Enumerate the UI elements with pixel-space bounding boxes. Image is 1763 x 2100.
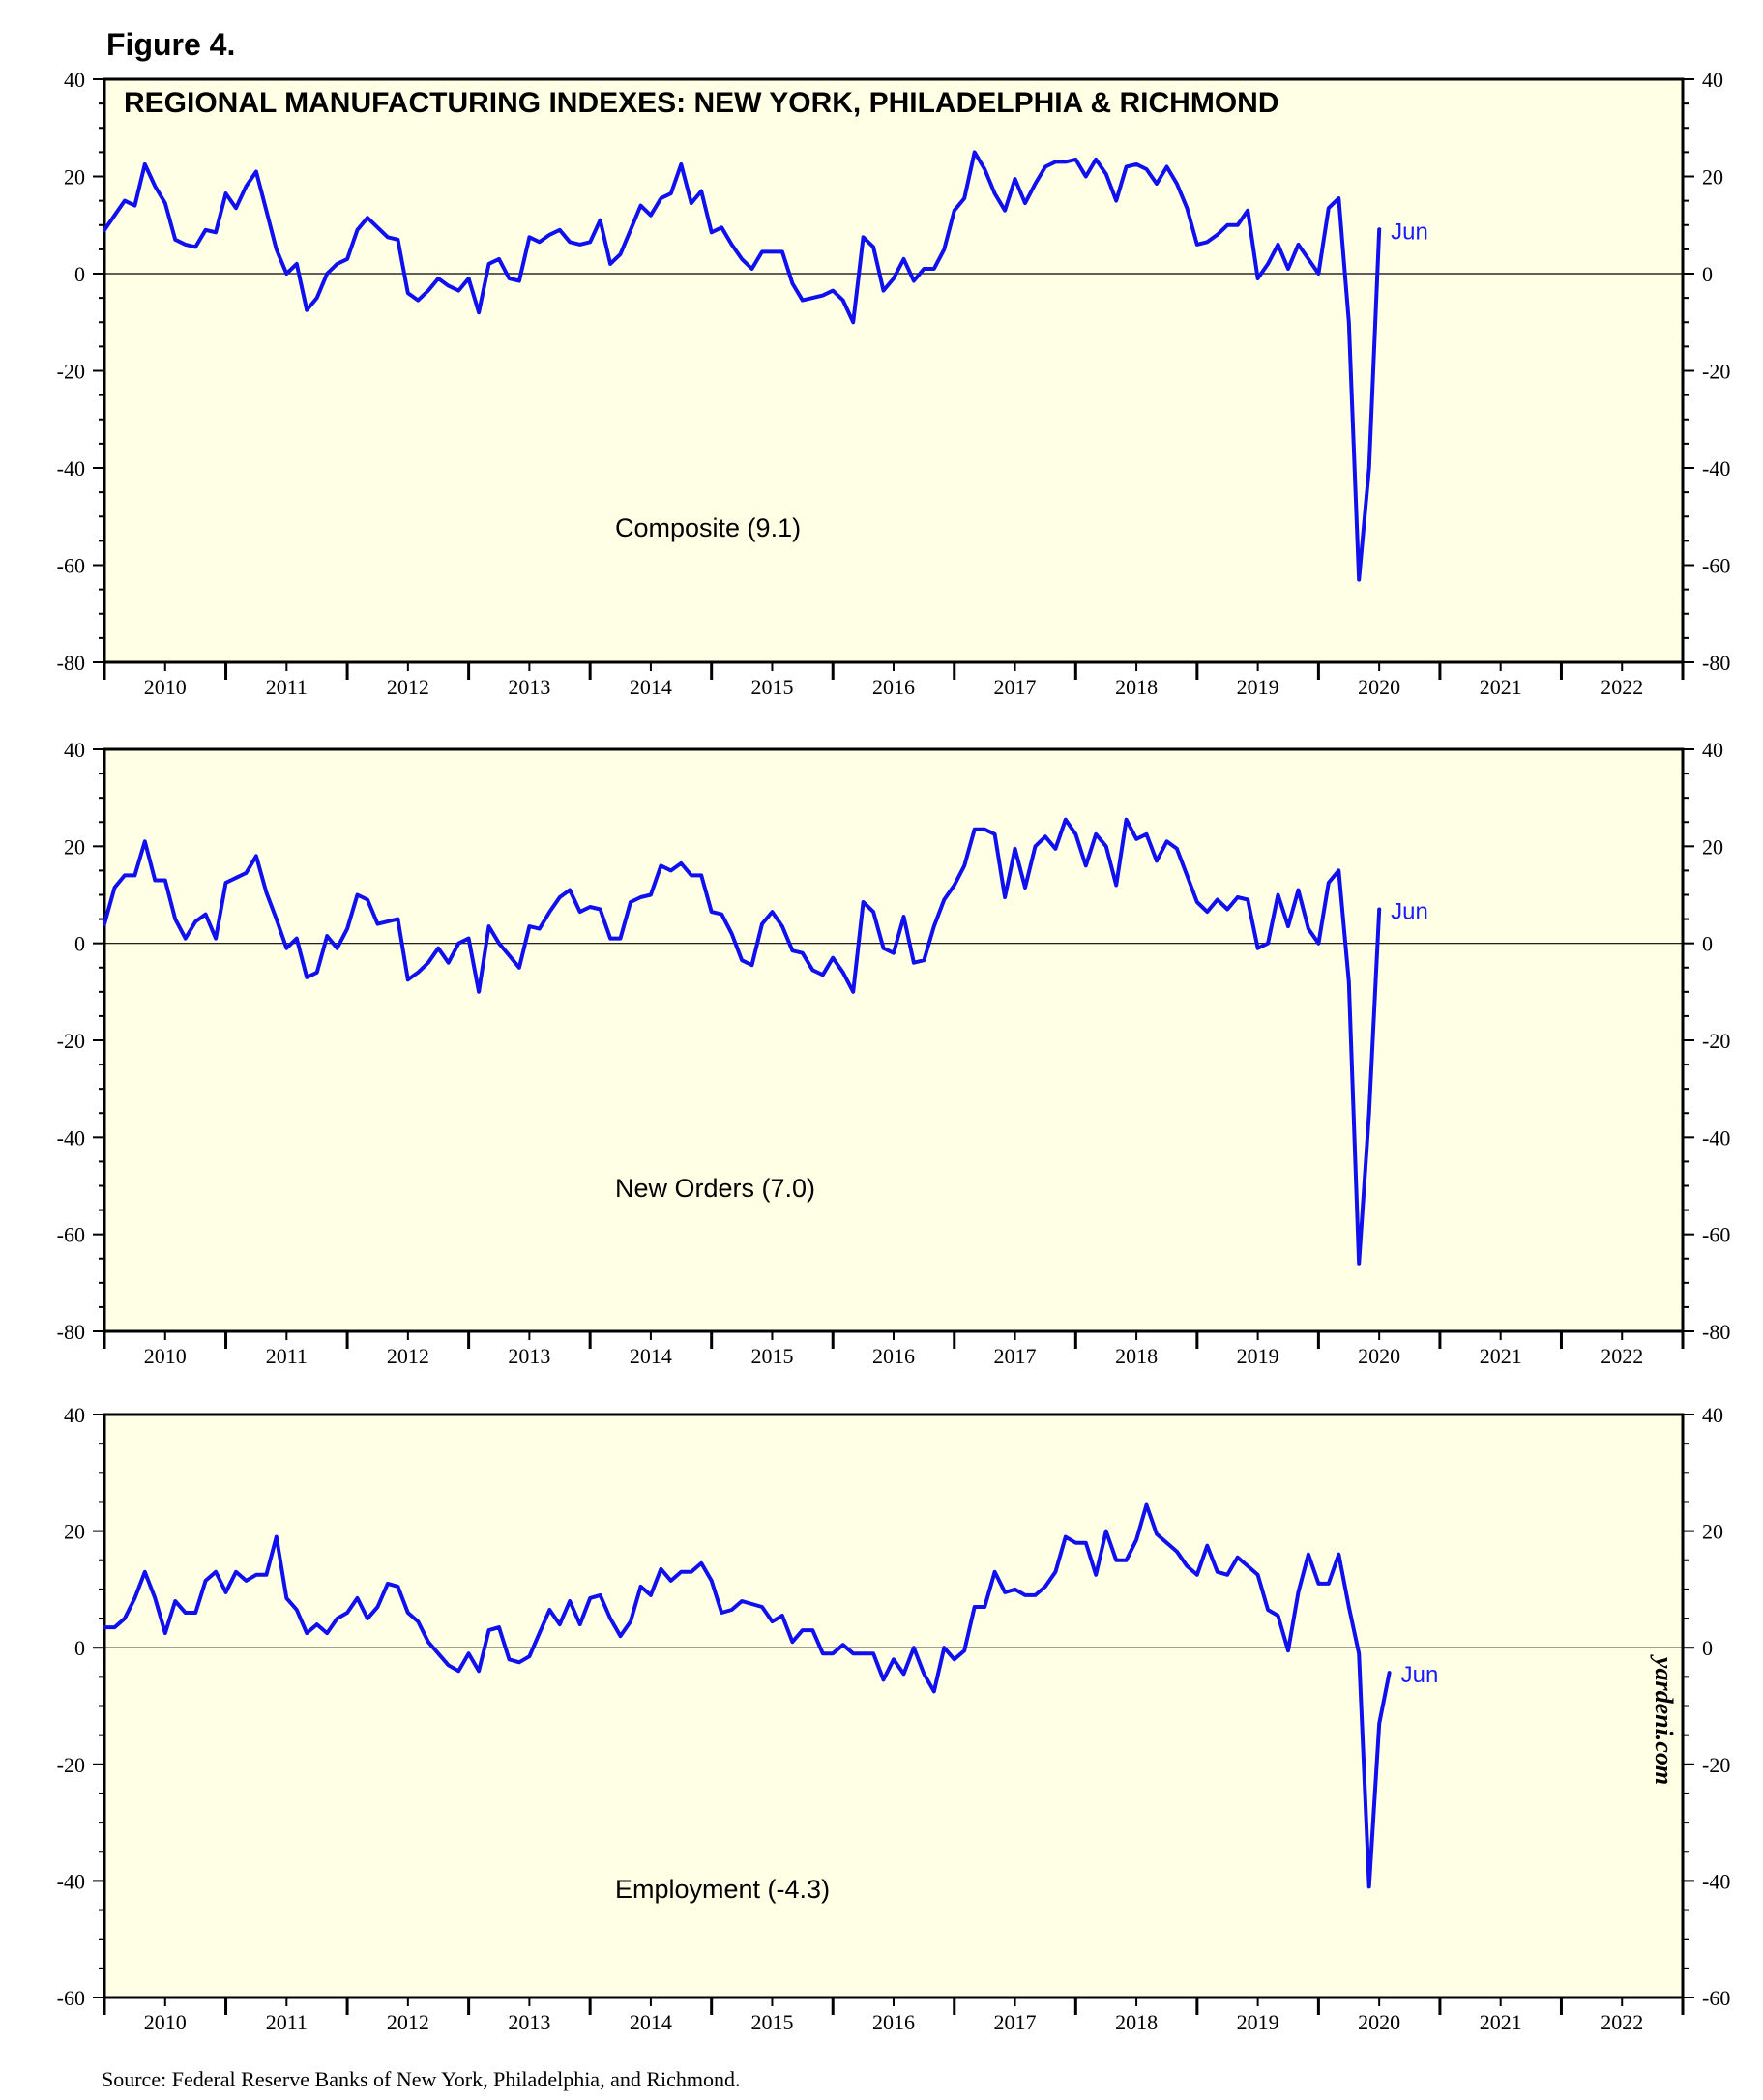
y-tick-label-right: -80 (1702, 1320, 1730, 1344)
y-tick-label-left: -80 (57, 1320, 85, 1344)
y-tick-label-right: 0 (1702, 262, 1713, 286)
x-tick-label: 2010 (144, 1344, 187, 1368)
y-tick-label-right: -60 (1702, 554, 1730, 578)
y-tick-label-left: 40 (64, 1403, 85, 1427)
x-tick-label: 2016 (872, 1344, 915, 1368)
plot-area (103, 77, 1685, 664)
x-tick-label: 2014 (630, 675, 672, 699)
source-note: Source: Federal Reserve Banks of New Yor… (102, 2067, 741, 2091)
series-line (103, 150, 1382, 582)
x-tick-label: 2011 (266, 2010, 308, 2034)
plot-area (103, 747, 1685, 1333)
y-tick-label-left: -60 (57, 554, 85, 578)
x-tick-label: 2012 (387, 675, 429, 699)
figure-label: Figure 4. (106, 27, 236, 62)
y-tick-label-left: -80 (57, 651, 85, 675)
y-tick-label-left: -60 (57, 1223, 85, 1247)
series-end-label: Jun (1391, 899, 1428, 925)
x-tick-label: 2012 (387, 1344, 429, 1368)
x-tick-label: 2017 (994, 675, 1037, 699)
y-tick-label-right: -20 (1702, 1753, 1730, 1777)
y-tick-label-right: 0 (1702, 1636, 1713, 1660)
y-tick-label-left: 20 (64, 1520, 85, 1544)
x-tick-label: 2019 (1237, 675, 1279, 699)
x-tick-label: 2011 (266, 1344, 308, 1368)
y-tick-label-right: -40 (1702, 1125, 1730, 1150)
y-tick-label-left: -40 (57, 1869, 85, 1893)
x-tick-label: 2022 (1601, 2010, 1643, 2034)
y-tick-label-left: 20 (64, 165, 85, 190)
series-line (103, 817, 1382, 1266)
y-tick-label-left: 40 (64, 738, 85, 762)
x-tick-label: 2016 (872, 2010, 915, 2034)
x-tick-label: 2016 (872, 675, 915, 699)
y-tick-label-right: -40 (1702, 456, 1730, 481)
x-tick-label: 2020 (1358, 2010, 1400, 2034)
y-tick-label-left: -20 (57, 1753, 85, 1777)
y-tick-label-right: -20 (1702, 1029, 1730, 1053)
y-tick-label-left: -40 (57, 456, 85, 481)
x-tick-label: 2015 (750, 675, 793, 699)
x-tick-label: 2013 (508, 675, 550, 699)
y-tick-label-right: 0 (1702, 932, 1713, 956)
x-tick-label: 2020 (1358, 675, 1400, 699)
watermark-text: yardeni.com (1650, 1654, 1678, 1785)
y-tick-label-right: 40 (1702, 68, 1723, 92)
series-end-label: Jun (1401, 1662, 1439, 1688)
x-tick-label: 2015 (750, 1344, 793, 1368)
chart-title: REGIONAL MANUFACTURING INDEXES: NEW YORK… (124, 87, 1278, 119)
y-tick-label-left: 0 (74, 932, 85, 956)
y-tick-label-right: 40 (1702, 738, 1723, 762)
x-tick-label: 2017 (994, 2010, 1037, 2034)
series-line (103, 1502, 1392, 1889)
y-tick-label-right: -40 (1702, 1869, 1730, 1893)
x-tick-label: 2014 (630, 1344, 672, 1368)
x-tick-label: 2012 (387, 2010, 429, 2034)
y-tick-label-left: -20 (57, 1029, 85, 1053)
x-tick-label: 2021 (1480, 1344, 1522, 1368)
y-tick-label-left: 40 (64, 68, 85, 92)
x-tick-label: 2011 (266, 675, 308, 699)
series-end-label: Jun (1391, 219, 1428, 245)
x-tick-label: 2018 (1115, 675, 1158, 699)
plot-area (103, 1413, 1685, 1999)
y-tick-label-right: 20 (1702, 1520, 1723, 1544)
x-tick-label: 2022 (1601, 675, 1643, 699)
x-tick-label: 2018 (1115, 1344, 1158, 1368)
x-tick-label: 2015 (750, 2010, 793, 2034)
y-tick-label-right: -20 (1702, 360, 1730, 384)
x-tick-label: 2010 (144, 2010, 187, 2034)
y-tick-label-right: -60 (1702, 1986, 1730, 2010)
x-tick-label: 2013 (508, 2010, 550, 2034)
y-tick-label-left: -40 (57, 1125, 85, 1150)
y-tick-label-right: -80 (1702, 651, 1730, 675)
x-tick-label: 2010 (144, 675, 187, 699)
y-tick-label-right: -60 (1702, 1223, 1730, 1247)
series-label: Employment (-4.3) (615, 1875, 830, 1904)
x-tick-label: 2019 (1237, 2010, 1279, 2034)
x-tick-label: 2019 (1237, 1344, 1279, 1368)
x-tick-label: 2020 (1358, 1344, 1400, 1368)
y-tick-label-left: -20 (57, 360, 85, 384)
x-tick-label: 2021 (1480, 2010, 1522, 2034)
series-label: New Orders (7.0) (615, 1174, 815, 1203)
x-tick-label: 2013 (508, 1344, 550, 1368)
y-tick-label-right: 20 (1702, 834, 1723, 859)
x-tick-label: 2022 (1601, 1344, 1643, 1368)
x-tick-label: 2017 (994, 1344, 1037, 1368)
x-tick-label: 2021 (1480, 675, 1522, 699)
y-tick-label-left: 20 (64, 834, 85, 859)
x-tick-label: 2014 (630, 2010, 672, 2034)
y-tick-label-left: -60 (57, 1986, 85, 2010)
y-tick-label-left: 0 (74, 1636, 85, 1660)
y-tick-label-right: 40 (1702, 1403, 1723, 1427)
series-label: Composite (9.1) (615, 513, 801, 542)
x-tick-label: 2018 (1115, 2010, 1158, 2034)
y-tick-label-right: 20 (1702, 165, 1723, 190)
y-tick-label-left: 0 (74, 262, 85, 286)
